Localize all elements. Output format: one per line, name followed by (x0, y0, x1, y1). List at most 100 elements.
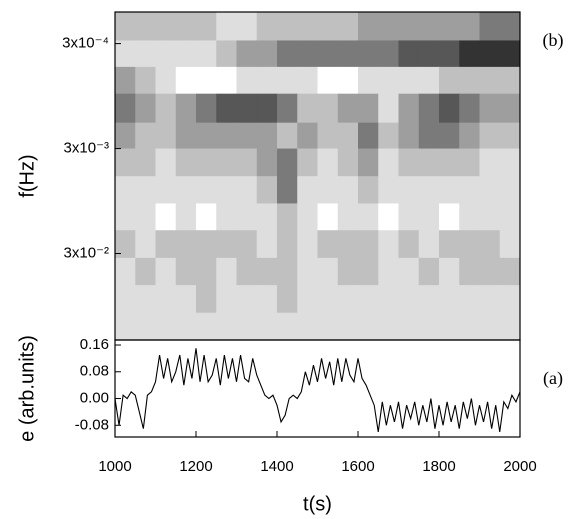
heatmap-cell (337, 12, 359, 41)
heatmap-cell (378, 66, 399, 95)
heatmap-cell (378, 148, 399, 177)
heatmap-cell (216, 66, 237, 95)
heatmap-cell (358, 148, 379, 177)
heatmap-cell (297, 176, 318, 204)
heatmap-cell (297, 122, 318, 150)
heatmap-cell (155, 285, 177, 314)
heatmap-cell (317, 312, 339, 341)
heatmap-cell (175, 122, 197, 150)
heatmap-cell (479, 285, 501, 314)
heatmap-cell (297, 285, 318, 314)
heatmap-cell (196, 257, 217, 286)
heatmap-cell (418, 230, 440, 259)
panel-label: (b) (543, 30, 564, 51)
heatmap-cell (459, 257, 480, 286)
heatmap-cell (135, 93, 156, 124)
heatmap-cell (337, 93, 359, 124)
heatmap-cell (317, 40, 339, 68)
heatmap-cell (337, 285, 359, 314)
heatmap-cell (277, 285, 298, 314)
heatmap-cell (196, 176, 217, 204)
heatmap-cell (297, 148, 318, 177)
heatmap-cell (459, 230, 480, 259)
heatmap-cell (317, 66, 339, 95)
heatmap-cell (216, 257, 237, 286)
heatmap-cell (135, 66, 156, 95)
heatmap-cell (175, 148, 197, 177)
heatmap-cell (115, 93, 136, 124)
heatmap-cell (277, 66, 298, 95)
heatmap-cell (358, 93, 379, 124)
y-tick-label: 3x10⁻⁴ (62, 35, 109, 52)
heatmap-cell (135, 203, 156, 231)
y-tick-label: 0.08 (80, 363, 109, 380)
heatmap-cell (236, 12, 258, 41)
heatmap-cell (115, 230, 136, 259)
heatmap-cell (175, 285, 197, 314)
heatmap-cell (358, 285, 379, 314)
heatmap-cell (256, 285, 278, 314)
heatmap-cell (499, 66, 521, 95)
heatmap-cell (439, 122, 460, 150)
heatmap-cell (297, 12, 318, 41)
heatmap-cell (115, 312, 136, 341)
heatmap-cell (236, 230, 258, 259)
heatmap-cell (358, 230, 379, 259)
heatmap-cell (418, 66, 440, 95)
heatmap-cell (196, 12, 217, 41)
heatmap-cell (337, 203, 359, 231)
heatmap-cell (479, 257, 501, 286)
x-tick-label: 2000 (503, 458, 536, 475)
heatmap-cell (358, 122, 379, 150)
heatmap-cell (236, 148, 258, 177)
heatmap-cell (378, 12, 399, 41)
heatmap-cell (135, 285, 156, 314)
heatmap-cell (297, 93, 318, 124)
x-tick-label: 1000 (98, 458, 131, 475)
heatmap-cell (256, 176, 278, 204)
heatmap-cell (277, 12, 298, 41)
heatmap-cell (418, 93, 440, 124)
heatmap-cell (216, 93, 237, 124)
heatmap-cell (115, 66, 136, 95)
heatmap-cell (317, 285, 339, 314)
heatmap-cell (115, 12, 136, 41)
heatmap-cell (256, 12, 278, 41)
heatmap-cell (236, 203, 258, 231)
heatmap-cell (135, 40, 156, 68)
heatmap-cell (459, 12, 480, 41)
heatmap-cell (459, 40, 480, 68)
heatmap-cell (297, 66, 318, 95)
heatmap-cell (459, 176, 480, 204)
heatmap-cell (317, 122, 339, 150)
heatmap-cell (236, 257, 258, 286)
heatmap-cell (439, 257, 460, 286)
heatmap-cell (418, 148, 440, 177)
heatmap-cell (499, 312, 521, 341)
heatmap-cell (499, 93, 521, 124)
heatmap-cell (196, 93, 217, 124)
x-tick-label: 1600 (341, 458, 374, 475)
heatmap-cell (378, 93, 399, 124)
heatmap-cell (439, 230, 460, 259)
heatmap-cell (439, 312, 460, 341)
heatmap-cell (277, 148, 298, 177)
y-tick-label: 0.00 (80, 390, 109, 407)
heatmap-cell (479, 66, 501, 95)
heatmap-cell (479, 230, 501, 259)
heatmap-cell (479, 203, 501, 231)
heatmap-cell (155, 230, 177, 259)
heatmap-cell (499, 148, 521, 177)
heatmap-cell (459, 148, 480, 177)
heatmap-cell (236, 122, 258, 150)
x-tick-label: 1800 (422, 458, 455, 475)
heatmap-cell (216, 122, 237, 150)
heatmap-cell (439, 66, 460, 95)
heatmap-cell (439, 40, 460, 68)
heatmap-cell (317, 148, 339, 177)
heatmap-cell (155, 40, 177, 68)
heatmap-cell (277, 176, 298, 204)
panel-line: 0.16 0.08 0.00 -0.08 1000 1200 1400 1600 1800 200… (16, 335, 563, 515)
heatmap-cell (135, 257, 156, 286)
heatmap-cell (358, 257, 379, 286)
